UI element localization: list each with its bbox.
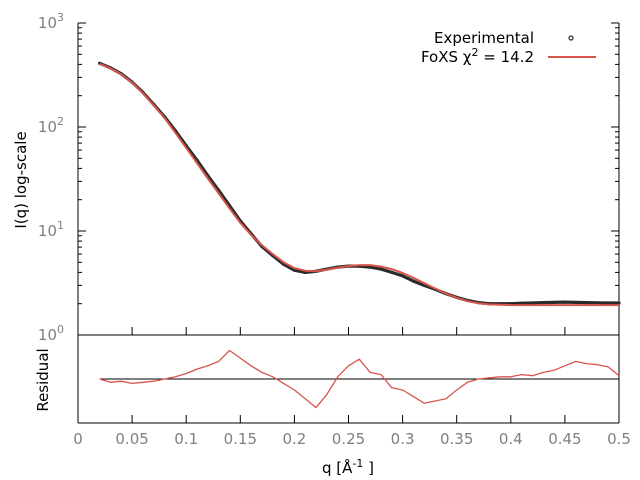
- x-tick-label-5: 0.25: [332, 430, 365, 448]
- experimental-point: [530, 301, 535, 305]
- experimental-point: [390, 270, 394, 274]
- x-tick-label-10: 0.5: [607, 430, 631, 448]
- legend-experimental-marker: [568, 35, 574, 41]
- experimental-point: [584, 300, 589, 305]
- x-axis-title: q [Å-1 ]: [322, 457, 374, 477]
- experimental-point: [617, 301, 621, 305]
- residual-series-marks: [99, 349, 620, 409]
- main-y-tick-label-1: 101: [38, 219, 64, 240]
- residual-line: [99, 349, 620, 409]
- main-y-tick-label-exp-0: 0: [57, 323, 64, 336]
- main-y-tick-label-base-0: 10: [38, 326, 57, 344]
- x-tick-label-1: 0.05: [115, 430, 148, 448]
- legend: Experimental FoXS χ2 = 14.2: [421, 29, 596, 66]
- experimental-point: [379, 267, 383, 271]
- legend-fit-label-sup: 2: [471, 46, 478, 59]
- experimental-point: [292, 268, 296, 272]
- experimental-point: [411, 279, 416, 283]
- main-y-tick-label-0: 100: [38, 323, 64, 344]
- legend-fit-label-tail: = 14.2: [478, 48, 534, 66]
- fit-line: [99, 62, 619, 307]
- experimental-point: [552, 300, 556, 304]
- x-tick-label-3: 0.15: [224, 430, 257, 448]
- x-tick-label-9: 0.45: [548, 430, 581, 448]
- main-series-marks: [98, 61, 621, 307]
- residual-panel: 0 0.05 0.1 0.15 0.2 0.25 0.3 0.35 0.4 0.45 0.5 Res…: [34, 327, 631, 477]
- x-tick-label-7: 0.35: [440, 430, 473, 448]
- main-y-tick-label-2: 102: [38, 115, 64, 136]
- x-tick-label-4: 0.2: [282, 430, 306, 448]
- x-axis-title-main: q [Å: [322, 458, 353, 477]
- experimental-point: [606, 301, 610, 305]
- experimental-point: [595, 301, 599, 305]
- residual-y-axis-title: Residual: [34, 348, 52, 411]
- x-ticks: 0 0.05 0.1 0.15 0.2 0.25 0.3 0.35 0.4 0.45 0.5: [73, 327, 631, 448]
- experimental-point: [541, 300, 545, 305]
- main-y-tick-label-exp-1: 1: [57, 219, 64, 232]
- experimental-point: [368, 265, 372, 269]
- x-axis-title-tail: ]: [363, 459, 374, 477]
- experimental-point: [401, 274, 405, 278]
- x-tick-label-2: 0.1: [174, 430, 198, 448]
- x-tick-label-8: 0.4: [499, 430, 523, 448]
- main-y-tick-label-base-3: 10: [38, 14, 57, 32]
- experimental-point: [574, 300, 578, 304]
- x-tick-label-6: 0.3: [391, 430, 415, 448]
- main-y-tick-label-base-1: 10: [38, 222, 57, 240]
- legend-experimental-label: Experimental: [434, 29, 534, 47]
- experimental-point: [520, 301, 524, 305]
- legend-fit-label: FoXS χ2 = 14.2: [421, 46, 534, 66]
- main-y-tick-label-3: 103: [38, 11, 64, 32]
- main-y-tick-label-exp-2: 2: [57, 115, 64, 128]
- main-y-axis-title: I(q) log-scale: [12, 131, 30, 228]
- main-y-tick-label-exp-3: 3: [57, 11, 64, 24]
- legend-fit-label-main: FoXS χ: [421, 48, 472, 66]
- experimental-point: [563, 300, 567, 304]
- main-y-tick-label-base-2: 10: [38, 118, 57, 136]
- x-tick-label-0: 0: [73, 430, 83, 448]
- x-axis-title-sup: -1: [352, 457, 363, 470]
